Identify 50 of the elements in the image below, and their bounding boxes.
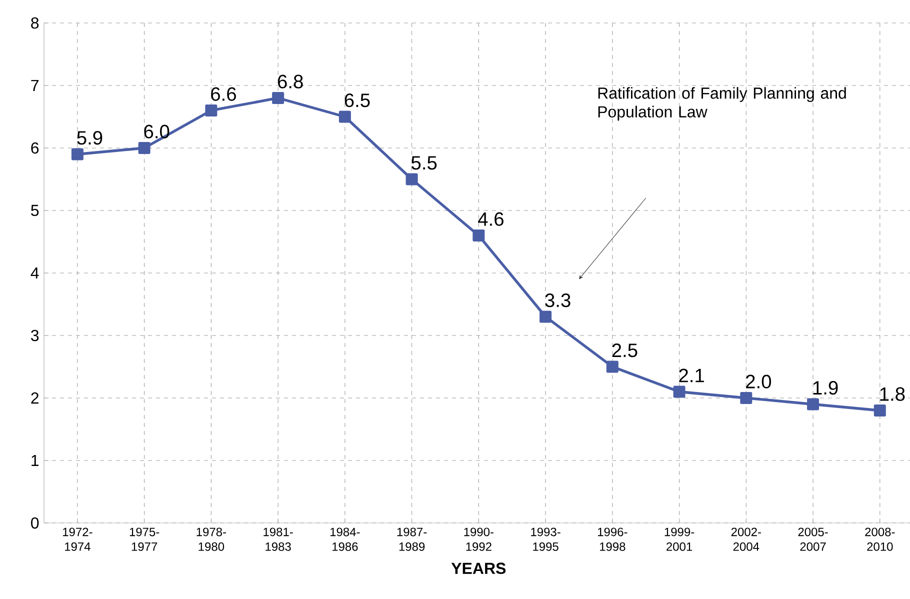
point — [338, 110, 351, 123]
data-label: 5.9 — [77, 131, 102, 145]
data-label: 5.5 — [412, 156, 437, 170]
x-tick-label: 1987-1989 — [397, 528, 427, 551]
x-tick-label: 2008-2010 — [865, 528, 895, 551]
y-tick-label: 6 — [31, 142, 39, 154]
y-tick-label: 1 — [32, 454, 39, 466]
x-tick-label: 2005-2007 — [798, 528, 828, 551]
point — [807, 398, 820, 410]
x-tick-label: 1975-1977 — [130, 528, 160, 551]
point — [874, 404, 886, 416]
x-tick-label: 1993-1995 — [531, 528, 560, 551]
x-tick-label: 1984-1986 — [330, 528, 360, 551]
data-label: 1.9 — [813, 381, 838, 395]
x-tick-label: 1999-2001 — [664, 528, 694, 551]
y-tick-label: 8 — [31, 17, 39, 29]
point — [272, 92, 284, 104]
y-tick-label: 3 — [31, 330, 39, 342]
point — [472, 229, 485, 242]
annotation: Ratification of Family Planning and Population Law — [598, 87, 846, 121]
y-tick-label: 2 — [31, 392, 38, 404]
y-tick-label: 4 — [30, 267, 39, 278]
y-tick-label: 5 — [31, 204, 39, 216]
point — [138, 142, 150, 154]
x-axis-title: YEARS — [451, 562, 506, 574]
point — [406, 173, 418, 186]
data-label: 2.5 — [612, 344, 638, 358]
point — [540, 310, 552, 323]
x-tick-label: 1981-1983 — [264, 528, 293, 551]
point — [740, 392, 752, 404]
y-tick-label: 0 — [31, 517, 39, 529]
point — [205, 104, 218, 116]
x-tick-label: 1978-1980 — [196, 528, 226, 551]
x-tick-label: 1990-1992 — [464, 528, 494, 551]
data-label: 1.8 — [880, 387, 905, 401]
data-label: 3.3 — [545, 294, 570, 308]
x-tick-label: 1972-1974 — [63, 528, 92, 551]
data-label: 4.6 — [478, 212, 504, 226]
x-tick-label: 2002-2004 — [731, 528, 761, 551]
data-label: 6.6 — [211, 87, 236, 101]
point — [71, 148, 84, 160]
data-label: 6.8 — [278, 74, 303, 88]
data-label: 6.0 — [144, 124, 170, 138]
data-label: 2.0 — [746, 374, 772, 388]
data-label: 6.5 — [344, 94, 370, 108]
point — [606, 360, 618, 373]
x-tick-label: 1996-1998 — [598, 528, 628, 551]
y-tick-label: 7 — [31, 80, 38, 91]
point — [673, 386, 686, 398]
data-label: 2.1 — [679, 368, 704, 382]
